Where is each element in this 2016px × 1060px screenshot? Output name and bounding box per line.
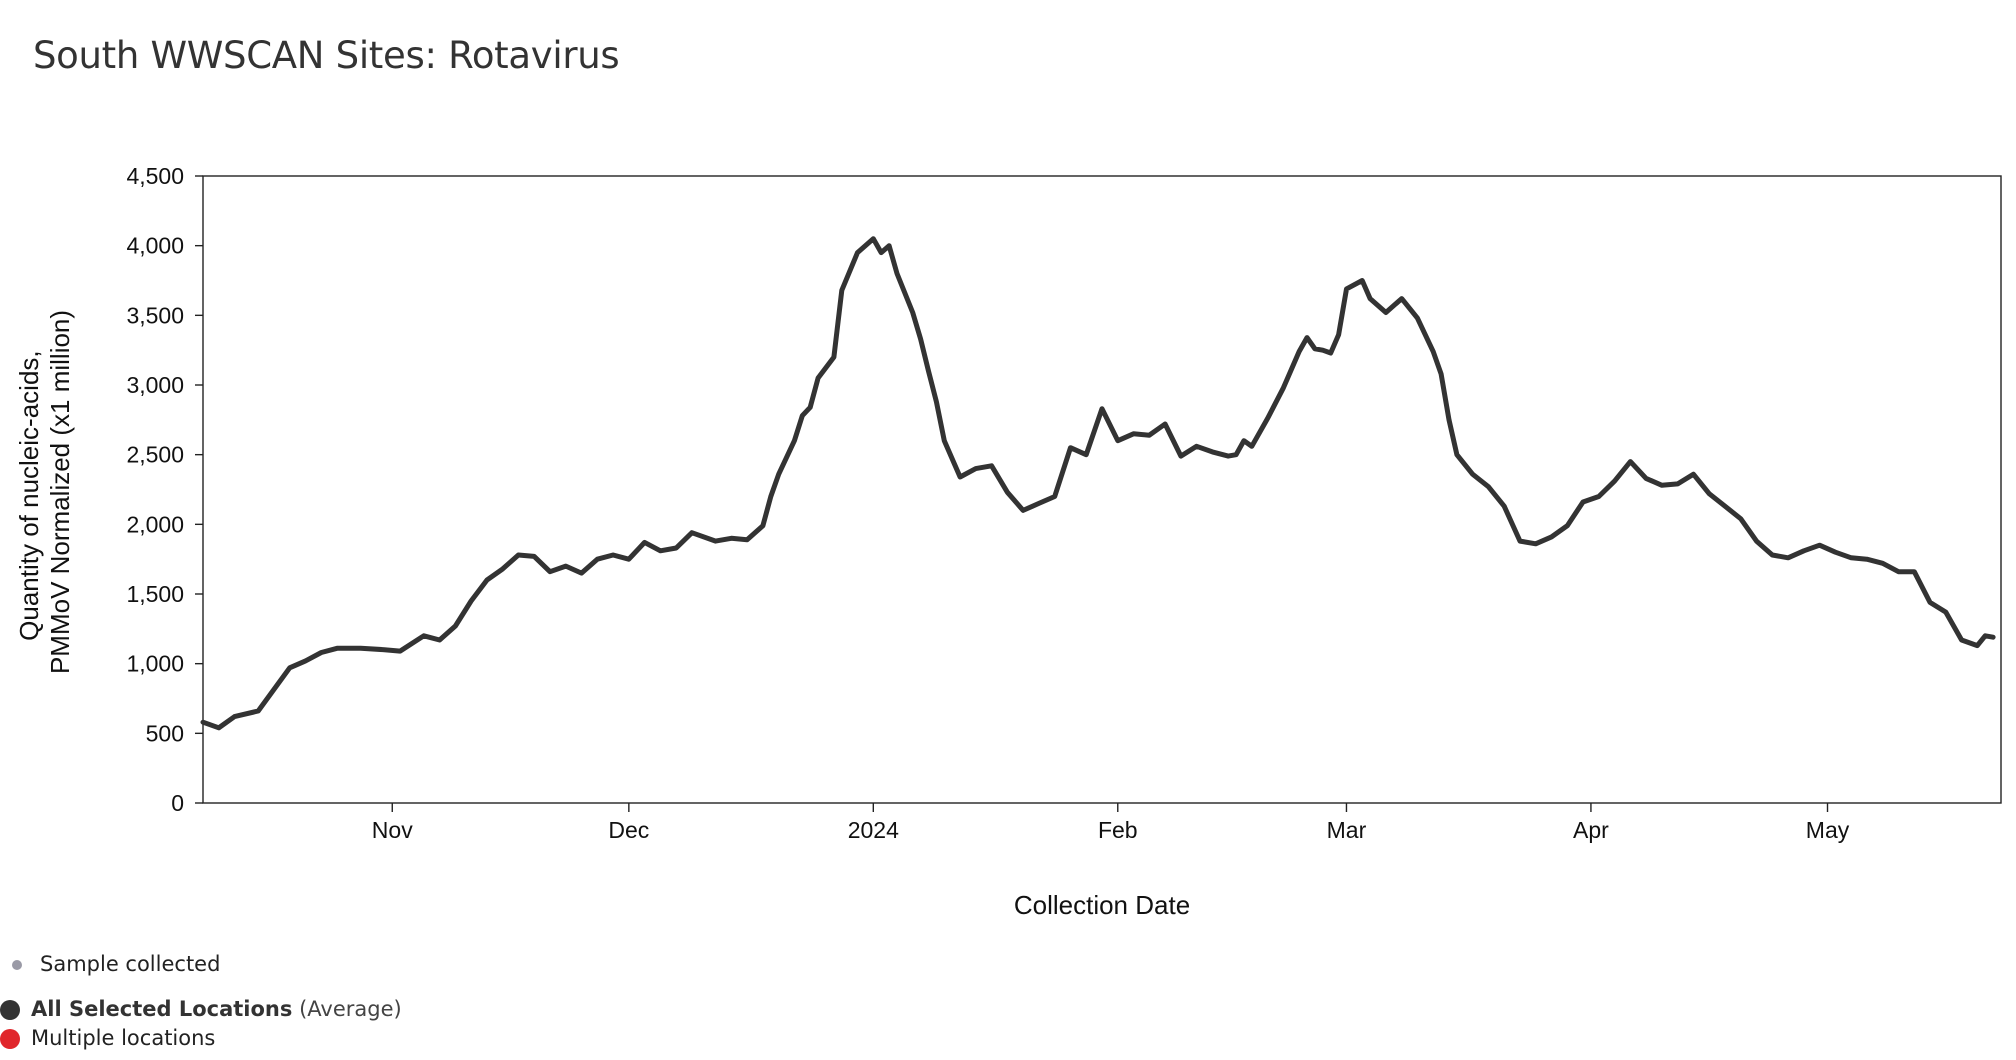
y-tick-label: 0	[171, 790, 184, 816]
y-tick-label: 4,500	[126, 163, 184, 189]
y-tick-label: 1,000	[126, 651, 184, 677]
chart-title: South WWSCAN Sites: Rotavirus	[33, 34, 620, 77]
plot-frame	[202, 175, 2002, 804]
x-tick-label: 2024	[848, 817, 899, 843]
x-tick-label: May	[1806, 817, 1850, 843]
y-tick-label: 2,000	[126, 511, 184, 537]
y-tick-label: 500	[146, 720, 184, 746]
x-tick-label: Mar	[1327, 817, 1367, 843]
x-tick-label: Feb	[1098, 817, 1138, 843]
y-axis: 0 500 1,000 1,500 2,000 2,500 3,000 3,500 4,000 4…	[126, 163, 203, 816]
y-tick-label: 4,000	[126, 233, 184, 259]
y-axis-title: Quantity of nucleic-acids, PMMoV Normali…	[14, 310, 75, 674]
legend-sample-label: Sample collected	[40, 952, 221, 976]
y-tick-label: 3,500	[126, 302, 184, 328]
y-tick-label: 3,000	[126, 372, 184, 398]
legend-multiple-label: Multiple locations	[31, 1026, 216, 1050]
y-tick-label: 1,500	[126, 581, 184, 607]
x-axis: Nov Dec 2024 Feb Mar Apr May	[372, 803, 1850, 843]
sample-dot-icon	[12, 960, 22, 970]
legend-average-label: All Selected Locations	[31, 997, 293, 1021]
average-dot-icon	[0, 1000, 20, 1020]
legend-average-text: All Selected Locations (Average)	[31, 995, 402, 1023]
legend-average-sub: (Average)	[299, 997, 402, 1021]
x-tick-label: Dec	[608, 817, 649, 843]
series-line-all-selected-locations	[200, 236, 1996, 731]
x-tick-label: Nov	[372, 817, 413, 843]
y-axis-title-line-2: PMMoV Normalized (x1 million)	[45, 310, 75, 674]
y-axis-title-line-1: Quantity of nucleic-acids,	[14, 350, 44, 640]
chart-area: 0 500 1,000 1,500 2,000 2,500 3,000 3,500 4,000 4…	[14, 163, 2002, 920]
y-tick-label: 2,500	[126, 442, 184, 468]
multiple-dot-icon	[0, 1029, 20, 1049]
x-axis-title: Collection Date	[1014, 890, 1190, 920]
x-tick-label: Apr	[1573, 817, 1609, 843]
